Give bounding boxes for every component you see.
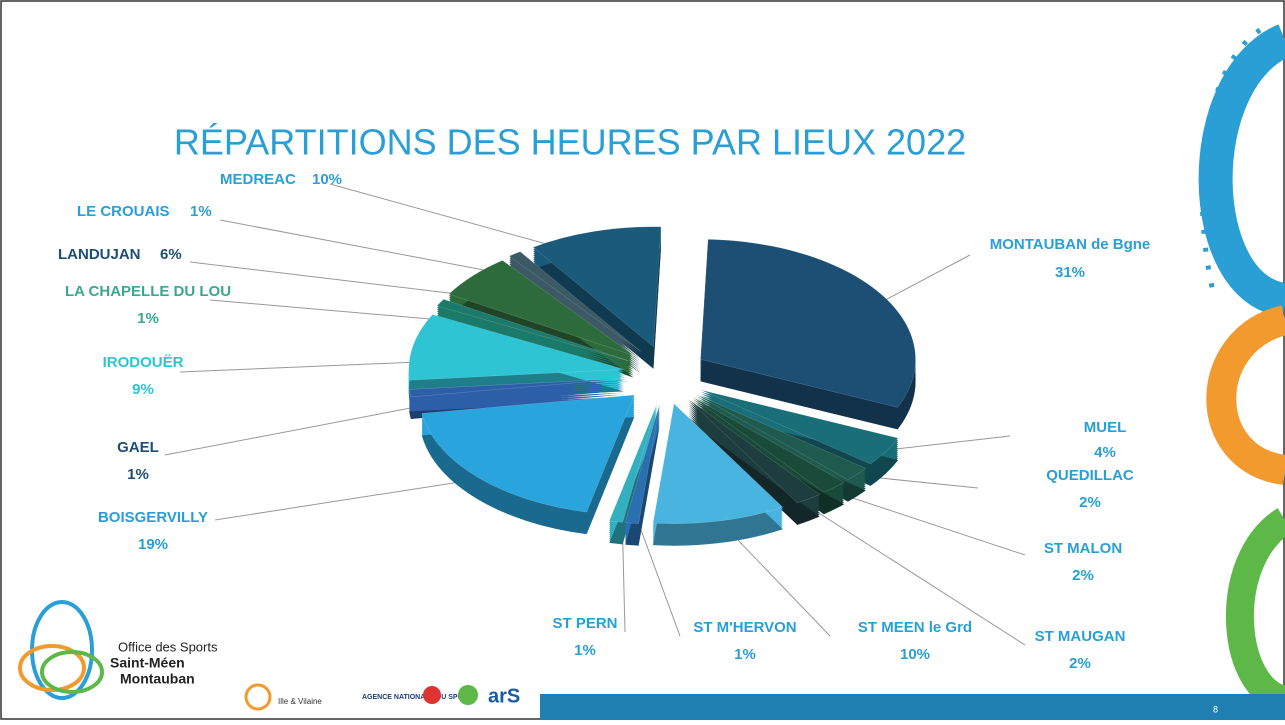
category-label: ST MAUGAN <box>1035 628 1126 645</box>
category-label: BOISGERVILLY <box>98 509 208 526</box>
decor-rings <box>1198 24 1285 714</box>
slice-top <box>448 260 634 356</box>
value-label: 2% <box>1079 494 1101 511</box>
partner-logo: AGENCE NATIONALE DU SPORT <box>362 694 473 701</box>
slice-side <box>409 386 624 405</box>
leader-line <box>214 475 501 521</box>
pie-slice <box>532 226 662 369</box>
slice-top <box>700 389 899 465</box>
partner-logos: Ille & Vilaine AGENCE NATIONALE DU SPORT… <box>244 683 520 711</box>
logo-text: Saint-Méen <box>110 655 185 671</box>
leader-line <box>219 219 534 280</box>
category-label: ST PERN <box>552 615 617 632</box>
slice-top <box>508 251 641 352</box>
slice-top <box>436 299 629 361</box>
value-label: 1% <box>574 642 596 659</box>
category-label: MEDREAC <box>220 171 296 188</box>
value-label: 2% <box>1069 655 1091 672</box>
partner-logo: Ille & Vilaine <box>278 697 322 706</box>
value-label: 1% <box>734 646 756 663</box>
chart-title: RÉPARTITIONS DES HEURES PAR LIEUX 2022 <box>174 122 966 163</box>
value-label: 31% <box>1055 264 1085 281</box>
slice-top <box>652 403 784 524</box>
leader-line <box>209 299 469 323</box>
value-label: 19% <box>138 536 168 553</box>
footer-bar <box>540 694 1285 720</box>
category-label: QUEDILLAC <box>1046 467 1134 484</box>
category-label: MUEL <box>1084 419 1127 436</box>
slice-top <box>608 403 658 523</box>
slice-top <box>700 239 916 408</box>
slice-side <box>409 390 624 409</box>
slice-top <box>421 394 635 513</box>
slice-top <box>408 378 624 398</box>
slice-top <box>688 399 821 504</box>
category-label: IRODOUËR <box>103 354 184 371</box>
leader-line <box>179 360 445 373</box>
slice-side <box>409 394 624 413</box>
value-label: 1% <box>137 310 159 327</box>
page-number: 8 <box>1213 704 1218 714</box>
logo: Office des Sports Saint-Méen Montauban <box>18 600 218 700</box>
category-label: MONTAUBAN de Bgne <box>990 236 1151 253</box>
slice-side <box>409 384 624 403</box>
category-label: LE CROUAIS <box>77 203 170 220</box>
pie-slice <box>700 239 916 430</box>
slice-side <box>409 392 624 411</box>
value-label: 1% <box>190 203 212 220</box>
leader-line <box>189 261 497 300</box>
category-label: LA CHAPELLE DU LOU <box>65 283 231 300</box>
value-label: 10% <box>312 171 342 188</box>
slice-top <box>624 404 660 524</box>
partner-logo: arS <box>488 685 520 707</box>
value-label: 4% <box>1094 444 1116 461</box>
slice-side-shade <box>688 421 820 525</box>
slice-top <box>692 396 845 493</box>
value-label: 10% <box>900 646 930 663</box>
slice-side <box>409 388 624 407</box>
value-label: 6% <box>160 246 182 263</box>
pie-slice <box>652 403 784 546</box>
category-label: ST MALON <box>1044 540 1122 557</box>
value-label: 9% <box>132 381 154 398</box>
category-label: LANDUJAN <box>58 246 141 263</box>
pie-slice <box>688 399 821 525</box>
slice-top <box>532 226 662 348</box>
pie-slice <box>624 404 660 546</box>
pie-slice <box>448 260 634 378</box>
leader-line <box>635 516 681 637</box>
value-label: 2% <box>1072 567 1094 584</box>
value-label: 1% <box>127 466 149 483</box>
logo-text: Montauban <box>120 671 195 687</box>
slice-side <box>409 380 624 399</box>
category-label: ST M'HERVON <box>693 619 796 636</box>
leader-line <box>164 401 443 456</box>
slice-top <box>408 314 624 381</box>
category-label: GAEL <box>117 439 159 456</box>
slice-side <box>409 382 624 401</box>
logo-text: Office des Sports <box>118 639 218 654</box>
pie-slice <box>421 394 635 535</box>
leader-line <box>790 494 1026 646</box>
pie-slice <box>408 314 624 403</box>
category-label: ST MEEN le Grd <box>858 619 972 636</box>
slice-top <box>696 394 867 480</box>
